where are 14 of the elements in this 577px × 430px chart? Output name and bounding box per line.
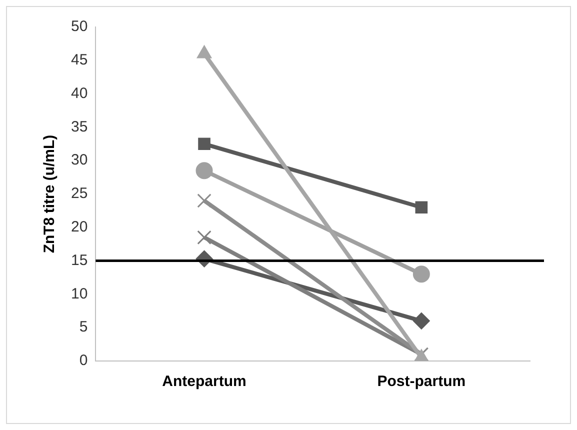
y-tick-label: 30: [70, 152, 88, 169]
y-tick-label: 5: [79, 318, 88, 336]
y-tick-label: 20: [70, 218, 88, 236]
y-tick-label: 35: [70, 118, 88, 136]
y-tick-label: 40: [70, 84, 88, 102]
y-tick-label: 45: [70, 52, 88, 69]
y-tick-label: 0: [79, 352, 88, 370]
y-tick-label: 10: [70, 285, 88, 302]
y-tick-label: 25: [70, 185, 88, 202]
x-tick-label: Post-partum: [377, 373, 466, 390]
x-tick-label: Antepartum: [162, 373, 246, 390]
y-tick-label: 50: [70, 18, 88, 36]
y-tick-label: 15: [70, 252, 88, 269]
y-axis-title: ZnT8 titre (u/mL): [41, 134, 58, 254]
